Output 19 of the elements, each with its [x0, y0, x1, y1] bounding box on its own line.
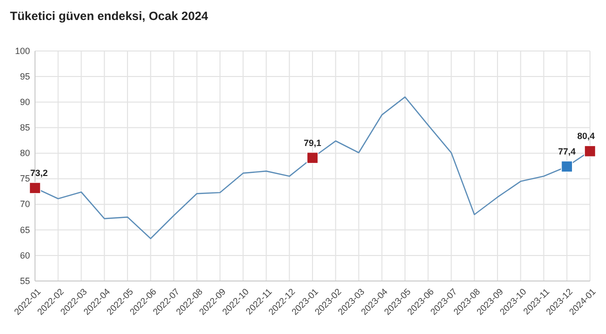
data-label: 73,2 [30, 168, 48, 178]
y-tick-label: 85 [20, 122, 30, 133]
y-tick-label: 70 [20, 199, 30, 210]
y-tick-label: 60 [20, 250, 30, 260]
point [29, 182, 41, 194]
y-tick-label: 75 [20, 174, 30, 184]
point [306, 152, 318, 164]
point [560, 160, 573, 172]
chart-title: Tüketici güven endeksi, Ocak 2024 [10, 9, 208, 23]
y-tick-label: 95 [20, 71, 30, 82]
y-tick-label: 55 [20, 276, 30, 286]
y-tick-label: 100 [14, 46, 30, 56]
data-label: 79,1 [304, 138, 322, 148]
data-label: 80,4 [577, 131, 595, 142]
y-tick-label: 65 [20, 224, 30, 235]
data-label: 77,4 [558, 146, 576, 157]
y-tick-label: 80 [20, 148, 30, 158]
point [584, 145, 596, 158]
y-tick-label: 90 [20, 96, 30, 107]
